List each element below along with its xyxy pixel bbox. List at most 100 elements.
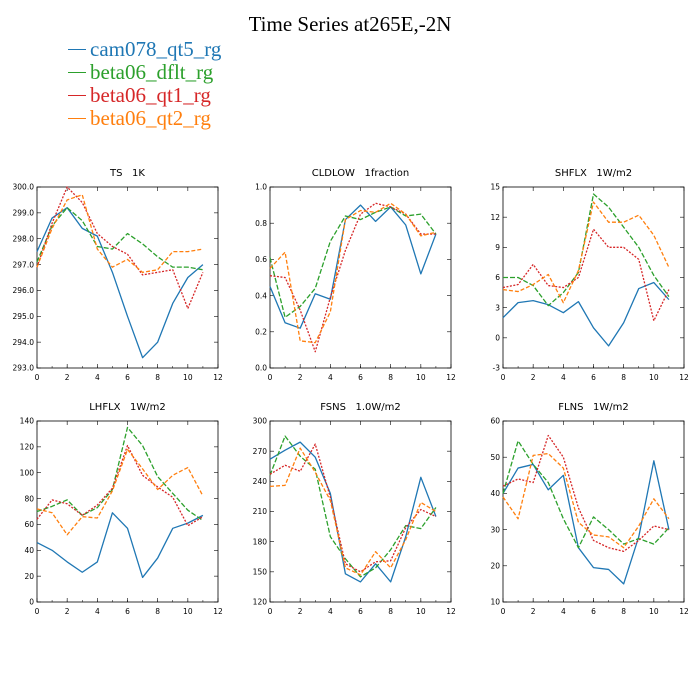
y-tick-label: 210 [253, 507, 268, 516]
x-tick-label: 2 [298, 607, 303, 616]
x-tick-label: 10 [649, 607, 659, 616]
series-line-beta06_dflt_rg [269, 206, 437, 318]
panel-title: FLNS 1W/m2 [558, 402, 628, 413]
legend-label: beta06_qt1_rg [90, 83, 211, 107]
x-tick-label: 12 [679, 373, 689, 382]
y-tick-label: 296.0 [13, 286, 35, 295]
plot-frame [502, 420, 685, 603]
y-tick-label: 300 [253, 417, 268, 426]
panel-title: SHFLX 1W/m2 [555, 168, 632, 179]
series-line-cam078_qt5_rg [36, 512, 204, 579]
legend-swatch [68, 117, 86, 119]
x-tick-label: 4 [95, 607, 100, 616]
y-tick-label: 140 [20, 417, 35, 426]
x-tick-label: 8 [155, 373, 160, 382]
series-line-cam078_qt5_rg [269, 441, 437, 583]
y-tick-label: 60 [490, 417, 500, 426]
y-tick-label: 299.0 [13, 209, 35, 218]
plot-frame [502, 186, 685, 369]
y-tick-label: 300.0 [13, 183, 35, 192]
x-tick-label: 0 [268, 373, 273, 382]
series-line-beta06_dflt_rg [502, 440, 670, 549]
series-line-beta06_qt1_rg [502, 228, 670, 322]
x-tick-label: 12 [213, 607, 223, 616]
legend-label: beta06_qt2_rg [90, 106, 211, 130]
y-tick-label: 0.2 [255, 328, 267, 337]
series-line-beta06_qt1_rg [269, 443, 437, 573]
legend-label: beta06_dflt_rg [90, 60, 214, 84]
y-tick-label: 20 [490, 562, 500, 571]
series-line-beta06_qt1_rg [36, 186, 204, 310]
chart-panel: TS 1K 0 2 4 6 8 10 12 293.0 294.0 295.0 296.0 297.0 2… [13, 168, 223, 382]
x-tick-label: 12 [446, 373, 456, 382]
y-tick-label: 1.0 [255, 183, 267, 192]
x-tick-label: 4 [328, 373, 333, 382]
x-tick-label: 10 [416, 373, 426, 382]
x-tick-label: 6 [358, 607, 363, 616]
series-line-beta06_qt1_rg [269, 202, 436, 353]
plot-frame [36, 186, 219, 369]
x-tick-label: 4 [561, 607, 566, 616]
x-tick-label: 10 [416, 607, 426, 616]
y-tick-label: 150 [253, 568, 268, 577]
legend: cam078_qt5_rg beta06_dflt_rg beta06_qt1_rg… [68, 38, 221, 130]
x-tick-label: 4 [328, 607, 333, 616]
y-tick-label: 20 [24, 572, 34, 581]
y-tick-label: 80 [24, 494, 34, 503]
x-tick-label: 8 [155, 607, 160, 616]
y-tick-label: 120 [253, 598, 268, 607]
y-tick-label: 100 [20, 468, 35, 477]
series-line-beta06_qt2_rg [269, 447, 437, 576]
y-tick-label: 295.0 [13, 312, 35, 321]
y-tick-label: 40 [24, 546, 34, 555]
series-line-cam078_qt5_rg [36, 207, 204, 359]
x-tick-label: 0 [501, 607, 506, 616]
x-tick-label: 10 [649, 373, 659, 382]
y-tick-label: 9 [495, 243, 500, 252]
x-tick-label: 2 [298, 373, 303, 382]
series-line-beta06_dflt_rg [36, 207, 204, 271]
panel-title: TS 1K [109, 168, 145, 179]
x-tick-label: 10 [183, 373, 193, 382]
plot-frame [36, 420, 219, 603]
x-tick-label: 6 [591, 373, 596, 382]
series-line-beta06_dflt_rg [503, 193, 670, 307]
page-title: Time Series at265E,-2N [248, 12, 452, 36]
series-line-cam078_qt5_rg [502, 281, 670, 347]
chart-panel: FSNS 1.0W/m2 0 2 4 6 8 10 12 120 150 180 210 240 270 3… [253, 402, 456, 616]
x-tick-label: 8 [388, 373, 393, 382]
legend-swatch [68, 94, 86, 96]
series-line-beta06_qt2_rg [36, 448, 204, 536]
x-tick-label: 6 [125, 607, 130, 616]
x-tick-label: 8 [621, 607, 626, 616]
panel-title: CLDLOW 1fraction [312, 168, 410, 179]
y-tick-label: 0.8 [255, 219, 267, 228]
y-tick-label: 6 [495, 273, 500, 282]
y-tick-label: 120 [20, 443, 35, 452]
x-tick-label: 0 [268, 607, 273, 616]
x-tick-label: 0 [35, 607, 40, 616]
y-tick-label: 12 [490, 213, 500, 222]
series-line-beta06_qt1_rg [502, 434, 670, 552]
series-line-beta06_qt1_rg [36, 444, 204, 527]
legend-item: beta06_qt2_rg [68, 107, 221, 130]
y-tick-label: 270 [253, 447, 268, 456]
x-tick-label: 12 [679, 607, 689, 616]
x-tick-label: 10 [183, 607, 193, 616]
series-line-beta06_qt2_rg [36, 194, 204, 273]
y-tick-label: 293.0 [13, 364, 35, 373]
y-tick-label: 60 [24, 520, 34, 529]
y-tick-label: 0.0 [255, 364, 267, 373]
legend-swatch [68, 71, 86, 73]
x-tick-label: 2 [65, 607, 70, 616]
plot-frame [269, 186, 452, 369]
legend-swatch [68, 48, 86, 50]
x-tick-label: 4 [561, 373, 566, 382]
legend-item: cam078_qt5_rg [68, 38, 221, 61]
y-tick-label: 3 [495, 303, 500, 312]
y-tick-label: 0 [29, 598, 34, 607]
x-tick-label: 6 [591, 607, 596, 616]
y-tick-label: 0.6 [255, 255, 267, 264]
x-tick-label: 2 [531, 373, 536, 382]
x-tick-label: 0 [501, 373, 506, 382]
